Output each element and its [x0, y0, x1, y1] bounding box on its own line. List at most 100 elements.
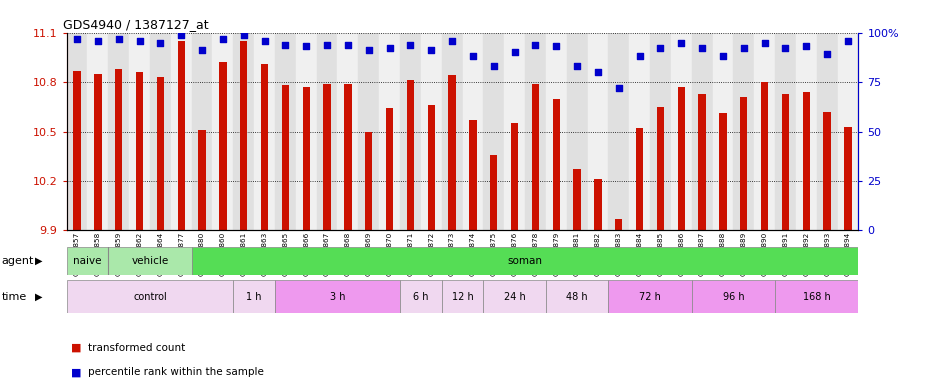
Bar [240, 41, 247, 230]
Bar [823, 112, 831, 230]
Bar [650, 33, 671, 230]
Bar [782, 94, 789, 230]
Bar [671, 33, 692, 230]
Point [424, 47, 438, 53]
Bar [108, 247, 191, 275]
Bar [88, 33, 108, 230]
Point [236, 31, 251, 38]
Text: vehicle: vehicle [131, 256, 168, 266]
Bar [400, 280, 441, 313]
Text: control: control [133, 291, 166, 302]
Text: 168 h: 168 h [803, 291, 831, 302]
Point [570, 63, 585, 70]
Bar [837, 33, 858, 230]
Text: 48 h: 48 h [566, 291, 588, 302]
Bar [734, 33, 754, 230]
Text: percentile rank within the sample: percentile rank within the sample [88, 367, 264, 377]
Point [465, 53, 480, 60]
Point [69, 35, 84, 41]
Bar [171, 33, 191, 230]
Bar [344, 84, 352, 230]
Bar [796, 33, 817, 230]
Point [382, 45, 397, 51]
Point [111, 35, 126, 41]
Bar [386, 108, 393, 230]
Point [736, 45, 751, 51]
Point [507, 50, 522, 56]
Bar [421, 33, 441, 230]
Bar [462, 33, 484, 230]
Bar [692, 280, 775, 313]
Bar [136, 72, 143, 230]
Point [653, 45, 668, 51]
Bar [282, 85, 289, 230]
Bar [365, 132, 373, 230]
Point [820, 51, 834, 58]
Bar [94, 74, 102, 230]
Point [153, 40, 167, 46]
Bar [219, 62, 227, 230]
Bar [629, 33, 650, 230]
Bar [546, 33, 567, 230]
Text: 1 h: 1 h [246, 291, 262, 302]
Bar [213, 33, 233, 230]
Bar [275, 33, 296, 230]
Bar [574, 169, 581, 230]
Bar [407, 80, 414, 230]
Text: time: time [2, 291, 27, 302]
Point [340, 41, 355, 48]
Bar [108, 33, 130, 230]
Text: transformed count: transformed count [88, 343, 185, 353]
Bar [191, 247, 858, 275]
Bar [657, 107, 664, 230]
Point [841, 38, 856, 44]
Point [278, 41, 293, 48]
Point [320, 41, 335, 48]
Point [611, 85, 626, 91]
Bar [740, 97, 747, 230]
Text: GDS4940 / 1387127_at: GDS4940 / 1387127_at [63, 18, 208, 31]
Point [299, 43, 314, 50]
Bar [609, 280, 692, 313]
Bar [484, 33, 504, 230]
Point [174, 31, 189, 38]
Bar [567, 33, 587, 230]
Bar [67, 33, 88, 230]
Bar [803, 92, 810, 230]
Point [549, 43, 563, 50]
Bar [449, 76, 456, 230]
Text: ■: ■ [71, 343, 81, 353]
Point [590, 69, 605, 75]
Bar [275, 280, 400, 313]
Point [403, 41, 418, 48]
Text: 96 h: 96 h [722, 291, 745, 302]
Bar [178, 41, 185, 230]
Point [674, 40, 689, 46]
Point [695, 45, 709, 51]
Bar [594, 179, 601, 230]
Bar [754, 33, 775, 230]
Bar [73, 71, 80, 230]
Bar [490, 155, 498, 230]
Bar [761, 82, 769, 230]
Point [445, 38, 460, 44]
Text: 6 h: 6 h [413, 291, 428, 302]
Bar [441, 33, 462, 230]
Bar [156, 77, 164, 230]
Text: agent: agent [2, 256, 34, 266]
Bar [636, 128, 643, 230]
Bar [615, 219, 623, 230]
Bar [720, 113, 727, 230]
Bar [587, 33, 609, 230]
Bar [233, 33, 254, 230]
Bar [546, 280, 609, 313]
Bar [316, 33, 338, 230]
Bar [609, 33, 629, 230]
Point [132, 38, 147, 44]
Bar [698, 94, 706, 230]
Text: ■: ■ [71, 367, 81, 377]
Bar [427, 105, 435, 230]
Bar [845, 127, 852, 230]
Text: soman: soman [508, 256, 542, 266]
Point [632, 53, 647, 60]
